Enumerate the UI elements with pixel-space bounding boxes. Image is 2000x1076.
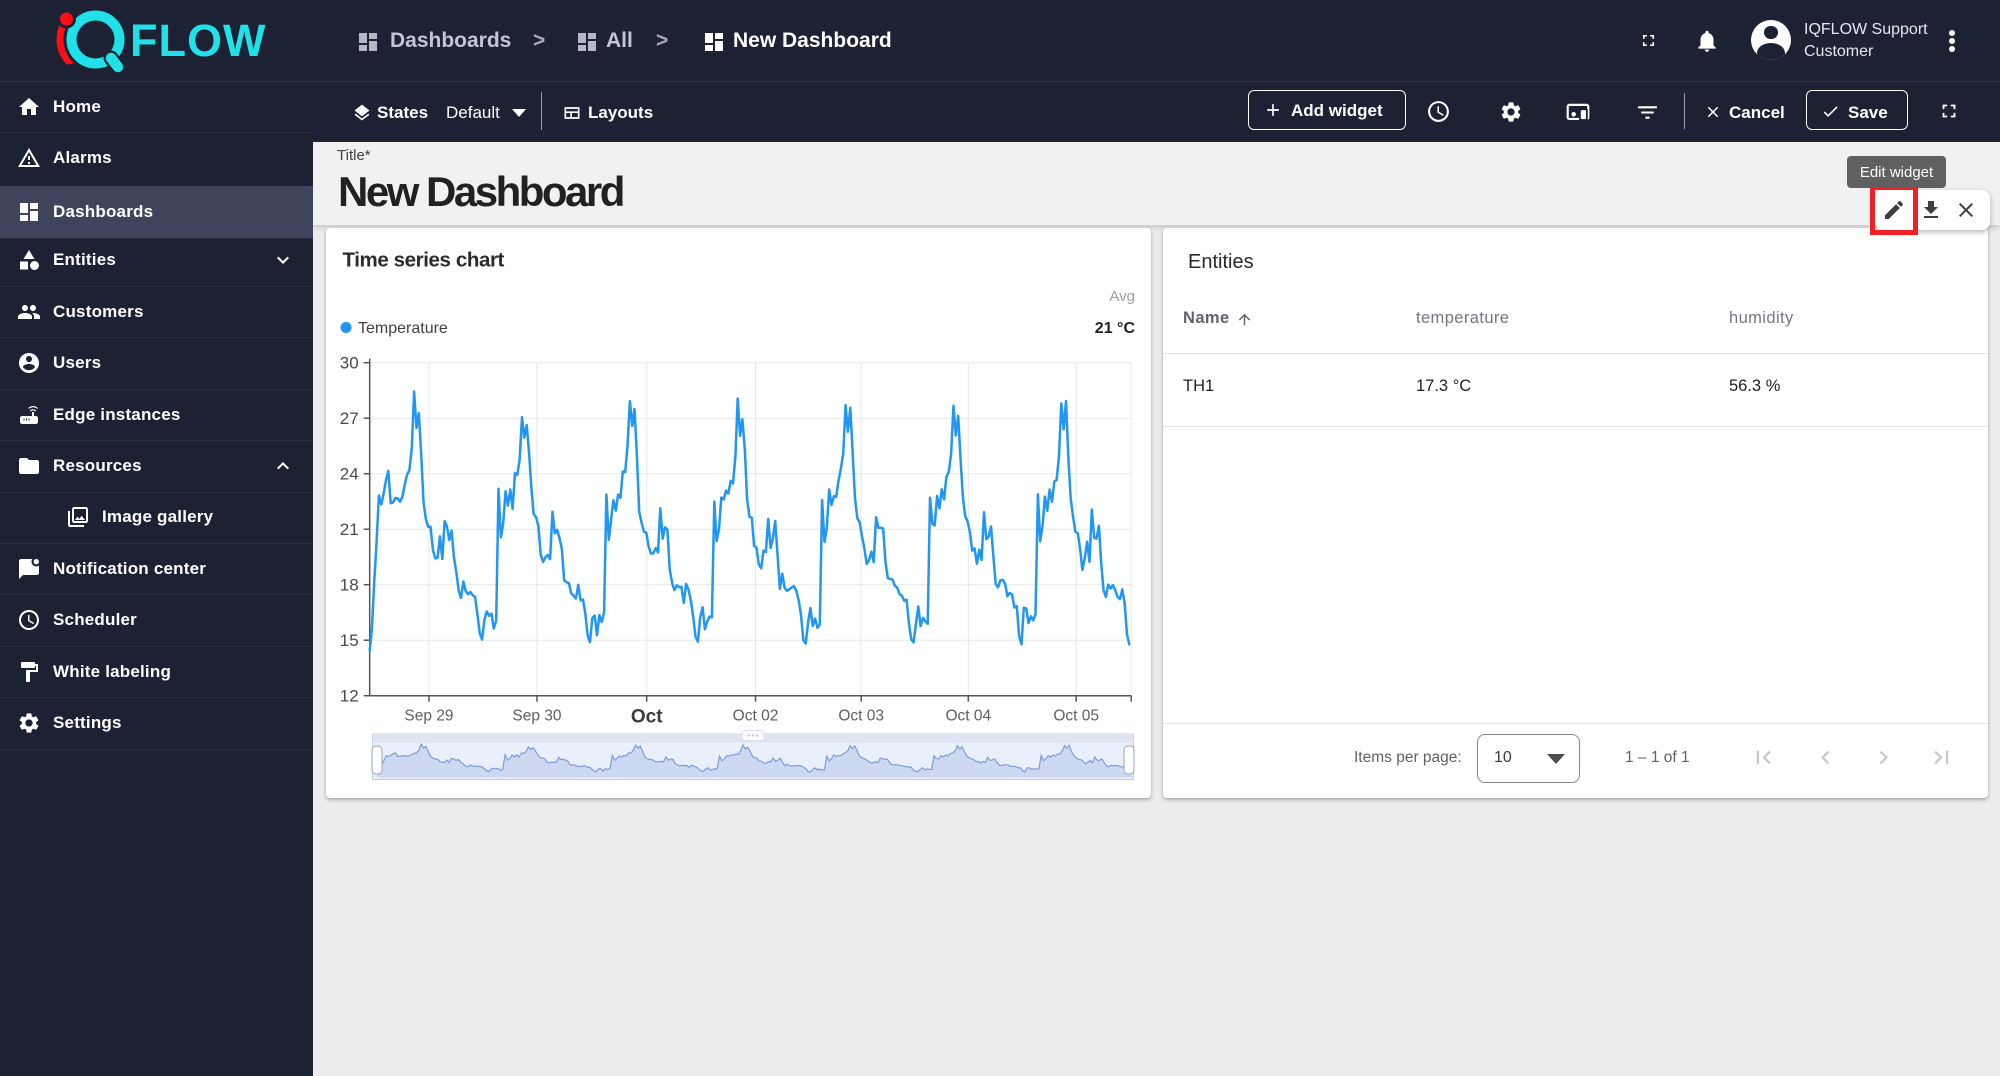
svg-text:12: 12 <box>340 687 359 706</box>
svg-text:Sep 30: Sep 30 <box>512 708 562 725</box>
svg-text:Time series chart: Time series chart <box>343 249 505 272</box>
svg-text:FLOW: FLOW <box>130 15 266 66</box>
svg-text:Oct 04: Oct 04 <box>945 708 991 725</box>
svg-text:30: 30 <box>340 354 359 373</box>
svg-text:21: 21 <box>340 520 359 539</box>
svg-text:Avg: Avg <box>1109 288 1135 305</box>
svg-text:Sep 29: Sep 29 <box>404 708 453 725</box>
svg-text:21 °C: 21 °C <box>1095 320 1136 337</box>
svg-text:Oct 05: Oct 05 <box>1053 708 1099 725</box>
svg-text:Oct 03: Oct 03 <box>838 708 884 725</box>
svg-text:18: 18 <box>340 576 359 595</box>
svg-text:15: 15 <box>340 631 359 650</box>
svg-text:Temperature: Temperature <box>358 320 448 337</box>
svg-text:Oct 02: Oct 02 <box>733 708 779 725</box>
svg-text:24: 24 <box>340 465 359 484</box>
svg-text:Oct: Oct <box>631 707 663 728</box>
svg-text:27: 27 <box>340 409 359 428</box>
